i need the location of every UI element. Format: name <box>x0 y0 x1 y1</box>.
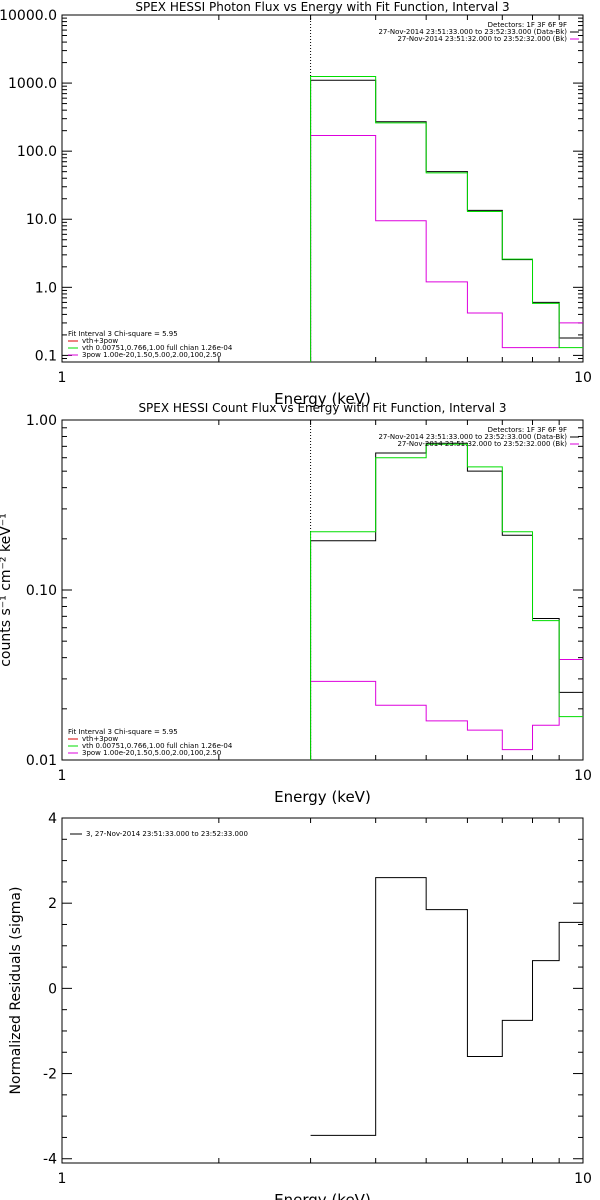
legend-text: Detectors: 1F 3F 6F 9F <box>488 426 567 434</box>
legend-text: 3pow 1.00e-20,1.50,5.00,2.00,100,2.50 <box>82 749 221 757</box>
legend-text: 27-Nov-2014 23:51:33.000 to 23:52:33.000… <box>378 28 567 36</box>
legend-text: 3pow 1.00e-20,1.50,5.00,2.00,100,2.50 <box>82 351 221 359</box>
y-axis-label: Normalized Residuals (sigma) <box>8 887 24 1095</box>
y-tick-label: 4 <box>48 811 57 827</box>
legend-text: vth+3pow <box>82 735 118 743</box>
y-tick-label: 0 <box>48 981 57 997</box>
series-green-step <box>310 75 583 362</box>
y-tick-label: 1.0 <box>35 280 57 296</box>
y-tick-label: 0.1 <box>35 348 57 364</box>
x-axis-label: Energy (keV) <box>274 1191 371 1200</box>
x-tick-label: 1 <box>58 1171 67 1187</box>
series-black-step <box>310 877 583 1136</box>
series-black-step <box>310 442 583 760</box>
x-tick-label: 1 <box>58 370 67 386</box>
legend-text: vth+3pow <box>82 337 118 345</box>
chart-2: SPEX HESSI Count Flux vs Energy with Fit… <box>0 401 592 806</box>
y-tick-label: -2 <box>43 1067 57 1083</box>
x-axis-label: Energy (keV) <box>274 788 371 806</box>
series-black-step <box>310 79 583 362</box>
legend-text: 27-Nov-2014 23:51:33.000 to 23:52:33.000… <box>378 433 567 441</box>
chart-title: SPEX HESSI Photon Flux vs Energy with Fi… <box>135 0 509 14</box>
plot-frame <box>61 14 584 363</box>
y-tick-label: 0.10 <box>26 583 57 599</box>
y-axis-label: counts s⁻¹ cm⁻² keV⁻¹ <box>0 513 14 667</box>
y-tick-label: 0.01 <box>26 753 57 769</box>
x-axis-label: Energy (keV) <box>274 390 371 408</box>
y-tick-label: 1.00 <box>26 413 57 429</box>
chart-title: SPEX HESSI Count Flux vs Energy with Fit… <box>138 401 506 415</box>
y-tick-label: 10000.0 <box>0 8 57 24</box>
legend-text: vth 0.00751,0.766,1.00 full chian 1.26e-… <box>82 344 233 352</box>
series-green-step <box>310 443 583 760</box>
chart-1: SPEX HESSI Photon Flux vs Energy with Fi… <box>0 0 592 408</box>
legend-text: Fit Interval 3 Chi-square = 5.95 <box>68 330 178 338</box>
series-magenta-step <box>310 659 583 751</box>
plot-frame <box>61 817 584 1164</box>
x-tick-label: 1 <box>58 768 67 784</box>
x-tick-label: 10 <box>574 768 592 784</box>
legend-text: 3, 27-Nov-2014 23:51:33.000 to 23:52:33.… <box>86 830 248 838</box>
legend-text: Fit Interval 3 Chi-square = 5.95 <box>68 728 178 736</box>
chart-3: 1 10 Energy (keV) -4 -2 0 2 4 Normalized Residua… <box>8 811 592 1200</box>
plot-frame <box>61 419 584 761</box>
legend-text: Detectors: 1F 3F 6F 9F <box>488 21 567 29</box>
legend-text: 27-Nov-2014 23:51:32.000 to 23:52:32.000… <box>397 440 567 448</box>
x-tick-label: 10 <box>574 1171 592 1187</box>
y-tick-label: -4 <box>43 1152 57 1168</box>
y-tick-label: 10.0 <box>26 212 57 228</box>
legend-text: vth 0.00751,0.766,1.00 full chian 1.26e-… <box>82 742 233 750</box>
x-tick-label: 10 <box>574 370 592 386</box>
y-tick-label: 2 <box>48 896 57 912</box>
y-tick-label: 100.0 <box>17 144 57 160</box>
y-tick-label: 1000.0 <box>8 76 57 92</box>
series-magenta-step <box>310 134 583 362</box>
legend-text: 27-Nov-2014 23:51:32.000 to 23:52:32.000… <box>397 35 567 43</box>
